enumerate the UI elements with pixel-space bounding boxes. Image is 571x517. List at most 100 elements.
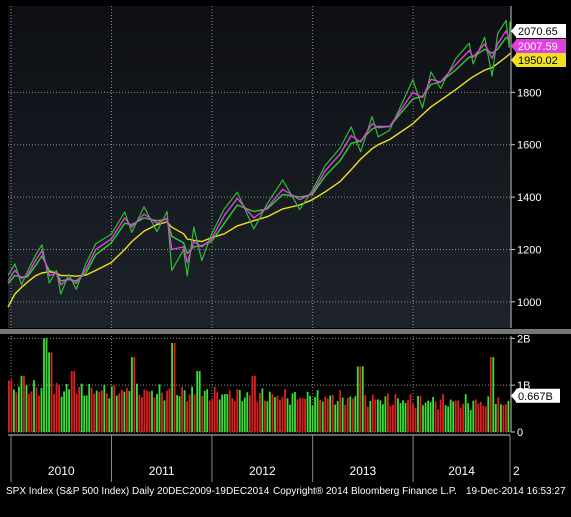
- volume-bar: [256, 401, 259, 432]
- volume-bar: [291, 393, 294, 432]
- volume-bar: [236, 389, 239, 432]
- volume-bar: [181, 387, 183, 432]
- volume-bar: [299, 398, 301, 432]
- volume-bar: [193, 394, 196, 432]
- volume-bar: [226, 394, 229, 432]
- volume-bar: [178, 396, 181, 432]
- volume-bar: [319, 399, 321, 432]
- volume-bar: [314, 397, 316, 432]
- volume-bar: [186, 401, 188, 432]
- volume-bar: [43, 338, 45, 432]
- volume-bar: [85, 395, 88, 432]
- volume-bar: [329, 395, 332, 432]
- volume-bar: [397, 398, 399, 432]
- volume-bar: [417, 396, 419, 432]
- volume-bar: [65, 383, 68, 432]
- volume-bar: [73, 371, 76, 432]
- volume-bar: [201, 396, 204, 432]
- volume-bar: [304, 398, 306, 432]
- volume-bar: [279, 400, 281, 432]
- volume-bar: [489, 357, 492, 432]
- volume-bar: [98, 391, 101, 432]
- volume-bar: [412, 403, 414, 432]
- volume-bar: [356, 366, 359, 432]
- volume-bar: [50, 352, 53, 432]
- volume-bar: [58, 384, 60, 432]
- volume-bar: [407, 400, 409, 432]
- volume-bar: [38, 395, 40, 432]
- price-y-tick-label: 1600: [517, 140, 541, 152]
- volume-bar: [394, 394, 397, 432]
- volume-bar: [346, 397, 349, 432]
- price-last-value-tags: 2070.65 2007.59 1950.02: [511, 24, 566, 67]
- volume-bar: [349, 396, 352, 432]
- volume-bar: [294, 391, 296, 432]
- panel-separator[interactable]: [0, 329, 571, 334]
- volume-bar: [444, 405, 447, 432]
- volume-bar: [387, 393, 389, 432]
- volume-bar: [316, 390, 319, 432]
- volume-bar: [211, 398, 214, 432]
- volume-bar: [108, 398, 111, 432]
- volume-bar: [118, 393, 121, 432]
- price-panel: 1000 1200 1400 1600 1800 2070.65 2007.59 1950.…: [7, 6, 566, 328]
- volume-tag-pointer: [511, 389, 516, 402]
- volume-bar: [188, 394, 191, 432]
- volume-bar: [83, 395, 86, 432]
- price-tag-label: 2070.65: [518, 26, 558, 38]
- volume-bar: [126, 387, 128, 432]
- volume-bar: [492, 357, 495, 432]
- volume-bar: [70, 371, 73, 432]
- volume-bar: [479, 401, 482, 432]
- volume-bar: [384, 396, 387, 432]
- volume-bar: [143, 389, 146, 432]
- volume-bar: [474, 399, 477, 432]
- volume-bar: [233, 401, 236, 432]
- volume-bar: [208, 400, 211, 432]
- price-tag-label: 2007.59: [518, 41, 558, 53]
- volume-bar: [15, 392, 18, 432]
- volume-bar: [113, 385, 116, 432]
- volume-bar: [344, 404, 347, 432]
- price-plot-area: [8, 6, 510, 328]
- volume-bar: [223, 394, 226, 432]
- volume-bar: [439, 399, 442, 432]
- volume-bar: [502, 405, 505, 432]
- volume-bar: [75, 393, 78, 432]
- volume-bar: [173, 343, 176, 432]
- volume-bar: [286, 398, 289, 432]
- x-axis-year-label: 2: [513, 464, 520, 478]
- volume-bar: [324, 396, 327, 432]
- volume-bar: [138, 395, 141, 432]
- price-tag-box: [516, 24, 566, 38]
- volume-bar: [246, 392, 249, 432]
- volume-bar: [121, 389, 123, 432]
- x-axis-year-label: 2014: [448, 464, 475, 478]
- volume-bar: [53, 393, 55, 432]
- price-tag-pointer: [511, 40, 516, 52]
- volume-bar: [419, 395, 422, 432]
- volume-bar: [469, 409, 472, 432]
- volume-tag-label: 0.667B: [518, 391, 553, 403]
- volume-bar: [191, 386, 193, 432]
- volume-bar: [136, 383, 138, 432]
- volume-bar: [366, 406, 369, 432]
- volume-bar: [146, 390, 148, 432]
- volume-bar: [422, 405, 424, 432]
- footer-copyright: Copyright® 2014 Bloomberg Finance L.P.: [273, 486, 457, 497]
- volume-bar: [276, 395, 279, 432]
- volume-bar: [464, 394, 467, 432]
- volume-y-tick-label: 2B: [517, 333, 530, 345]
- volume-bar: [284, 389, 286, 432]
- volume-bar: [176, 395, 178, 432]
- volume-bar: [183, 390, 186, 432]
- volume-bar: [238, 389, 241, 432]
- volume-bar: [427, 400, 429, 432]
- volume-bar: [158, 384, 161, 432]
- volume-bar: [161, 392, 163, 432]
- ma-green-line: [7, 36, 510, 284]
- price-tag-box: [516, 39, 566, 53]
- volume-bar: [133, 357, 136, 432]
